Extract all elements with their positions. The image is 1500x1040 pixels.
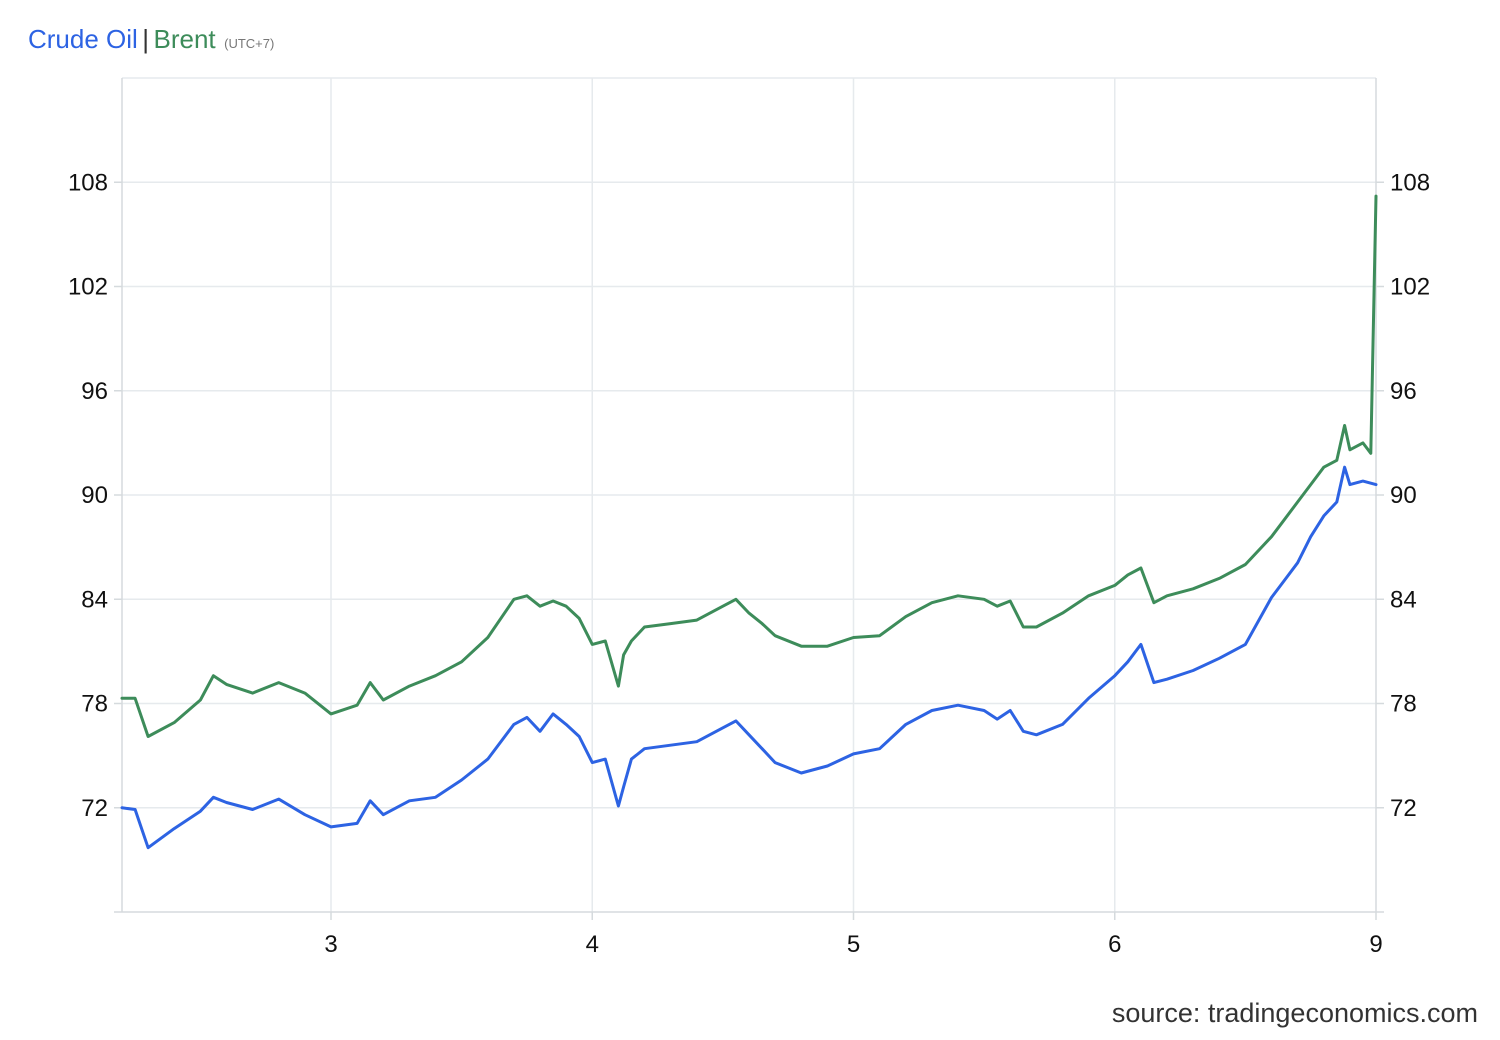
grid-lines <box>122 77 1376 912</box>
chart-title: Crude Oil | Brent (UTC+7) <box>28 24 274 55</box>
x-tick-label: 9 <box>1369 931 1382 958</box>
x-tick-label: 6 <box>1108 931 1121 958</box>
y-tick-label-left: 90 <box>81 482 108 509</box>
y-tick-label-right: 108 <box>1390 169 1430 196</box>
x-tick-label: 4 <box>586 931 599 958</box>
title-brent: Brent <box>153 24 216 54</box>
y-tick-label-right: 72 <box>1390 795 1417 822</box>
y-tick-label-right: 102 <box>1390 274 1430 301</box>
x-tick-label: 5 <box>847 931 860 958</box>
y-tick-label-left: 72 <box>81 795 108 822</box>
x-tick-label: 3 <box>324 931 337 958</box>
y-tick-label-left: 78 <box>81 691 108 718</box>
title-crude-oil: Crude Oil <box>28 24 138 54</box>
y-tick-label-right: 78 <box>1390 691 1417 718</box>
axes <box>114 78 1384 920</box>
series-line-crude-oil <box>120 465 1378 850</box>
y-tick-label-left: 102 <box>68 274 108 301</box>
tick-labels: 72 72 78 78 84 84 90 90 96 96 102 102 108 108 3 4 5 6 9 <box>68 169 1430 958</box>
series-line-brent <box>120 194 1378 738</box>
y-tick-label-left: 108 <box>68 169 108 196</box>
y-tick-label-right: 84 <box>1390 586 1417 613</box>
series-lines <box>120 194 1378 850</box>
y-tick-label-left: 84 <box>81 586 108 613</box>
y-tick-label-right: 90 <box>1390 482 1417 509</box>
title-timezone: (UTC+7) <box>224 36 275 51</box>
y-tick-label-left: 96 <box>81 378 108 405</box>
y-tick-label-right: 96 <box>1390 378 1417 405</box>
source-label: source: tradingeconomics.com <box>1111 998 1478 1028</box>
title-separator: | <box>142 24 150 54</box>
